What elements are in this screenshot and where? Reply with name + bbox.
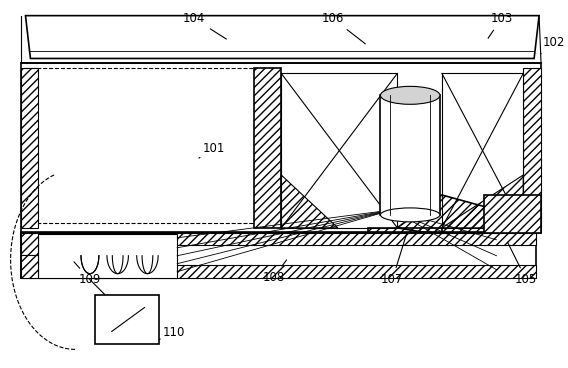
Bar bbox=[20, 265, 536, 277]
Bar bbox=[20, 68, 39, 228]
Text: 107: 107 bbox=[381, 234, 406, 286]
Text: 101: 101 bbox=[199, 142, 225, 158]
Text: 108: 108 bbox=[262, 260, 287, 284]
Ellipse shape bbox=[381, 86, 440, 104]
Bar bbox=[95, 294, 160, 344]
Bar bbox=[253, 68, 281, 228]
Text: 106: 106 bbox=[321, 12, 365, 44]
Text: 102: 102 bbox=[541, 36, 565, 54]
Bar bbox=[26, 68, 253, 223]
Text: 103: 103 bbox=[488, 12, 512, 38]
Bar bbox=[523, 68, 541, 228]
Bar bbox=[483, 195, 541, 233]
Polygon shape bbox=[281, 74, 397, 228]
Bar bbox=[20, 63, 541, 233]
Bar bbox=[39, 234, 177, 277]
Ellipse shape bbox=[381, 208, 440, 222]
Text: 110: 110 bbox=[160, 326, 185, 339]
Bar bbox=[20, 233, 536, 245]
Bar bbox=[20, 233, 39, 277]
Text: 109: 109 bbox=[74, 262, 101, 286]
Bar bbox=[20, 233, 39, 255]
Text: 105: 105 bbox=[508, 242, 537, 286]
Bar bbox=[381, 95, 440, 215]
Text: 104: 104 bbox=[183, 12, 227, 39]
Bar bbox=[20, 233, 536, 277]
Polygon shape bbox=[26, 15, 539, 59]
Polygon shape bbox=[442, 74, 523, 228]
Bar bbox=[20, 255, 39, 277]
